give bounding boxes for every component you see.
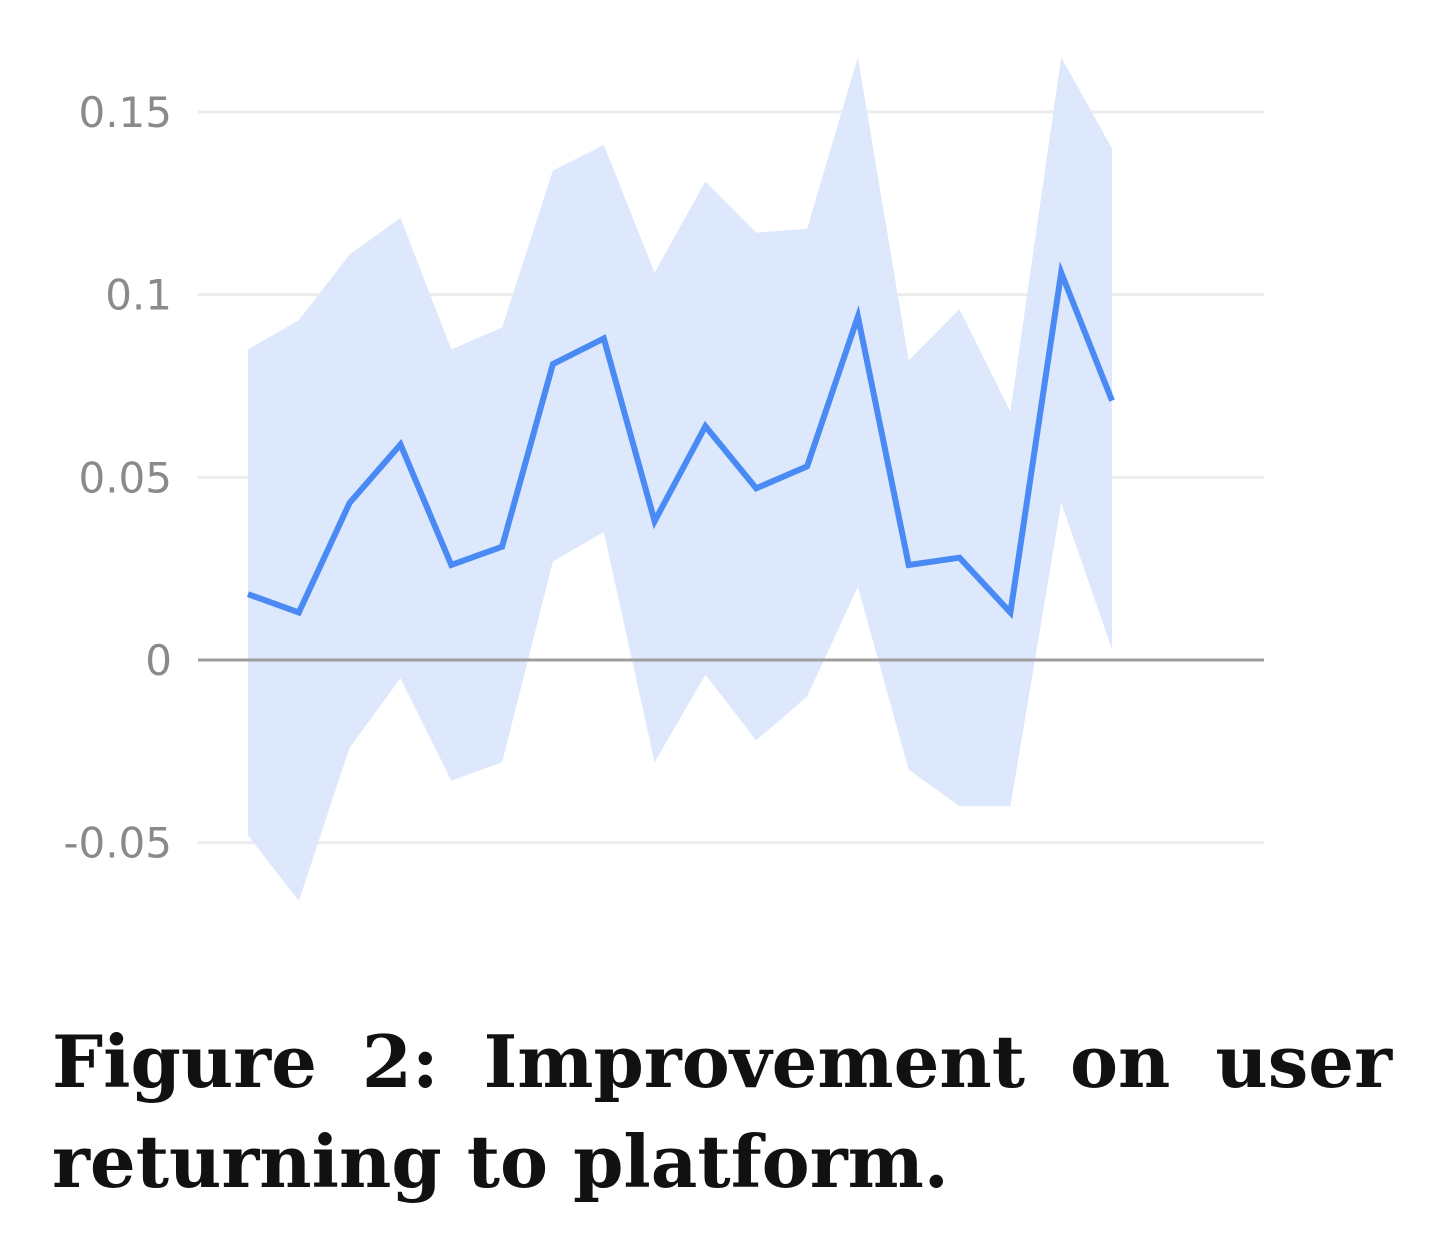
series-line xyxy=(246,261,1115,620)
data-point xyxy=(550,361,556,367)
data-point xyxy=(601,336,607,342)
data-point xyxy=(855,314,861,320)
y-tick-label: 0.05 xyxy=(78,453,172,502)
y-axis-ticks: 0.15 0.1 0.05 0 -0.05 xyxy=(63,88,172,868)
data-point xyxy=(906,562,912,568)
y-tick-label: 0 xyxy=(145,636,172,685)
y-tick-label: -0.05 xyxy=(63,819,172,868)
data-point xyxy=(753,485,759,491)
data-point xyxy=(1058,270,1064,276)
line-chart: 0.15 0.1 0.05 0 -0.05 xyxy=(63,57,1264,902)
data-point xyxy=(702,423,708,429)
data-point xyxy=(1007,610,1013,616)
series-line-layer xyxy=(246,261,1115,620)
data-point xyxy=(296,610,302,616)
data-point xyxy=(347,500,353,506)
chart-area: 0.15 0.1 0.05 0 -0.05 xyxy=(63,57,1264,902)
y-tick-label: 0.15 xyxy=(78,88,172,137)
data-point xyxy=(245,591,251,597)
data-point xyxy=(957,555,963,561)
data-point xyxy=(1109,398,1115,404)
data-point xyxy=(652,518,658,524)
data-point xyxy=(448,562,454,568)
y-tick-label: 0.1 xyxy=(105,271,172,320)
data-point xyxy=(499,544,505,550)
data-point xyxy=(397,441,403,447)
data-point xyxy=(804,463,810,469)
figure-caption: Figure 2: Improvement on user returning … xyxy=(52,1019,1392,1204)
